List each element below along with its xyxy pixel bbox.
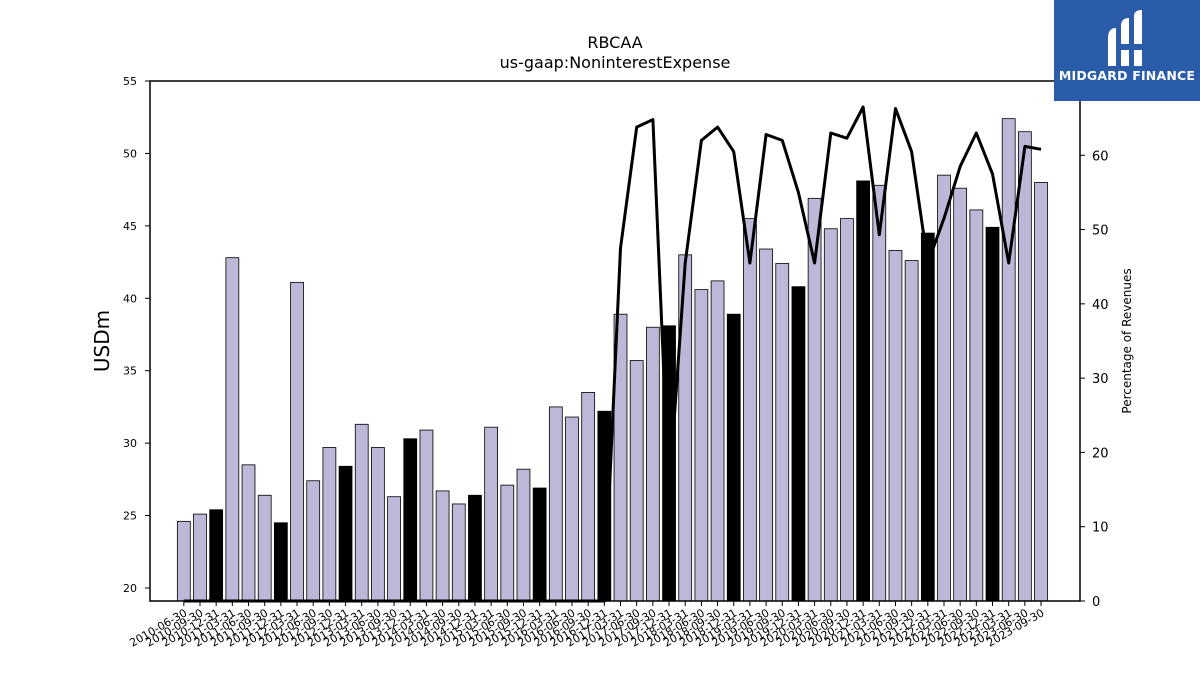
plot-frame — [149, 80, 1081, 602]
bar — [629, 360, 644, 602]
bar — [322, 447, 337, 602]
bar — [872, 184, 887, 602]
y-tick-label: 50 — [123, 147, 137, 160]
brand-logo: MIDGARD FINANCE — [1054, 0, 1200, 101]
x-axis-ticks: 2010-06-302010-09-302010-12-312011-03-31… — [127, 601, 1047, 650]
y-axis-ticks: 20 25 30 35 40 45 50 55 — [123, 75, 150, 595]
bar — [920, 232, 935, 602]
bar — [710, 280, 725, 602]
bar — [1001, 118, 1016, 602]
bar — [516, 468, 531, 602]
bar — [371, 447, 385, 602]
bar — [176, 520, 191, 602]
bar — [759, 248, 773, 602]
y2-tick-label: 50 — [1092, 224, 1109, 239]
bar — [354, 423, 369, 602]
bar — [548, 406, 563, 602]
bar — [451, 503, 466, 602]
logo-mark-icon — [1108, 10, 1142, 66]
y-tick-label: 25 — [123, 510, 137, 523]
bar — [1017, 131, 1032, 602]
bar — [225, 257, 240, 602]
bar — [257, 494, 272, 602]
bar — [985, 226, 1000, 602]
bar — [468, 494, 482, 602]
y2-tick-label: 20 — [1092, 446, 1109, 461]
bar — [581, 392, 596, 602]
bar — [775, 263, 790, 602]
bar — [338, 465, 353, 602]
bar — [532, 487, 547, 602]
y2-tick-label: 30 — [1092, 372, 1109, 387]
y2-tick-label: 0 — [1092, 595, 1100, 610]
bar — [419, 429, 434, 602]
y-tick-label: 20 — [123, 582, 137, 595]
bar — [856, 180, 870, 602]
bar — [500, 484, 515, 602]
bar — [726, 313, 741, 602]
bar — [840, 218, 854, 602]
bar — [823, 228, 838, 602]
bar — [888, 250, 903, 602]
bar — [241, 464, 256, 602]
y2-axis-ticks: 0 10 20 30 40 50 60 — [1080, 149, 1109, 610]
bar — [273, 522, 288, 602]
y-axis-label: USDm — [90, 310, 114, 372]
bar — [565, 416, 579, 602]
bar — [193, 513, 207, 602]
bar — [694, 289, 709, 602]
bar — [969, 209, 984, 602]
bar — [743, 218, 757, 602]
brand-name: MIDGARD FINANCE — [1058, 68, 1196, 83]
y-tick-label: 35 — [123, 365, 137, 378]
bar — [1034, 181, 1048, 602]
bar — [484, 426, 498, 602]
bar — [209, 509, 224, 602]
bar — [953, 187, 968, 602]
bar — [645, 326, 660, 602]
bar — [937, 174, 951, 602]
bar — [290, 281, 304, 602]
y2-tick-label: 40 — [1092, 298, 1109, 313]
chart-subtitle: us-gaap:NoninterestExpense — [500, 53, 731, 72]
bar — [387, 496, 401, 602]
y-tick-label: 40 — [123, 292, 137, 305]
y-tick-label: 45 — [123, 220, 137, 233]
bar — [904, 260, 919, 602]
y2-tick-label: 60 — [1092, 149, 1109, 164]
y-tick-label: 30 — [123, 437, 137, 450]
chart-title: RBCAA — [587, 33, 642, 52]
bar — [435, 490, 450, 602]
bar — [791, 286, 806, 602]
y2-tick-label: 10 — [1092, 521, 1109, 536]
y2-axis-label: Percentage of Revenues — [1120, 268, 1134, 413]
bar — [403, 438, 418, 602]
y-tick-label: 55 — [123, 75, 137, 88]
bar — [306, 480, 321, 602]
